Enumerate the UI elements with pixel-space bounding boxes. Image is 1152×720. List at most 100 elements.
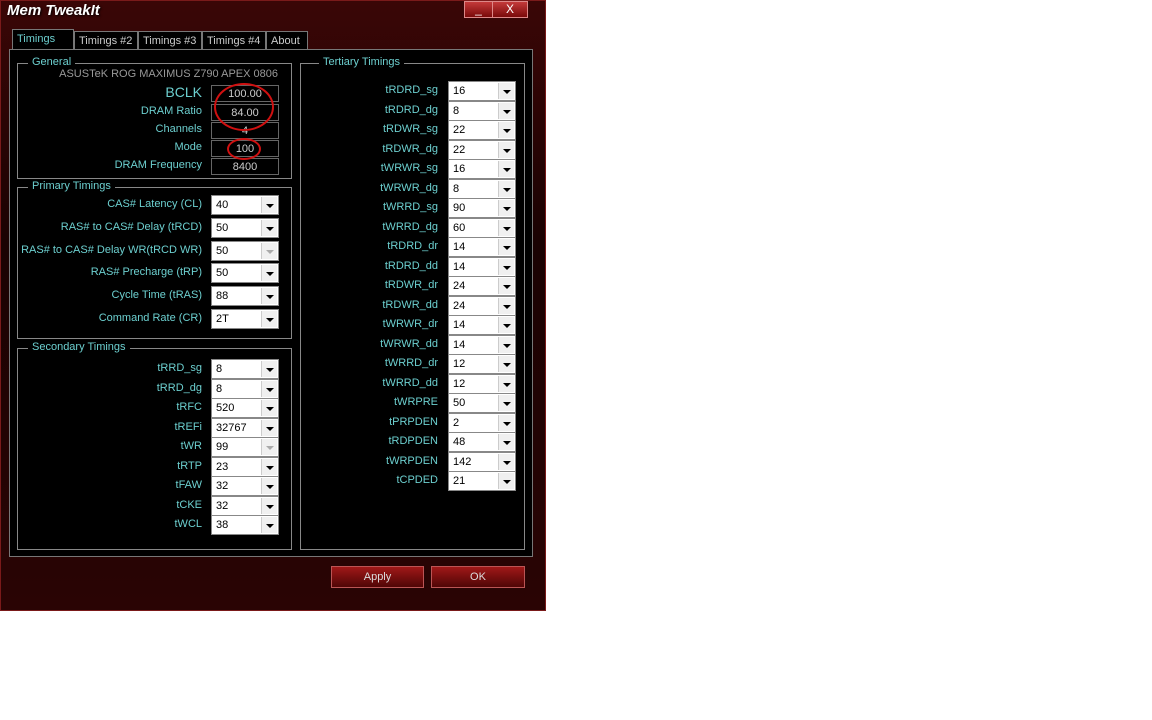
- tertiary-label: tPRPDEN: [389, 416, 438, 428]
- secondary-dropdown[interactable]: 32: [211, 476, 279, 496]
- dropdown-value: 50: [453, 397, 466, 409]
- tab-timings-2[interactable]: Timings #2: [74, 31, 138, 50]
- tertiary-dropdown[interactable]: 48: [448, 432, 516, 452]
- secondary-title: Secondary Timings: [28, 341, 130, 353]
- tertiary-dropdown[interactable]: 21: [448, 471, 516, 491]
- primary-dropdown[interactable]: 2T: [211, 309, 279, 329]
- tertiary-dropdown[interactable]: 12: [448, 354, 516, 374]
- chevron-down-icon[interactable]: [261, 478, 277, 494]
- secondary-dropdown[interactable]: 8: [211, 379, 279, 399]
- primary-dropdown[interactable]: 40: [211, 195, 279, 215]
- secondary-dropdown[interactable]: 32: [211, 496, 279, 516]
- tertiary-dropdown[interactable]: 24: [448, 296, 516, 316]
- tertiary-dropdown[interactable]: 24: [448, 276, 516, 296]
- chevron-down-icon[interactable]: [498, 239, 514, 255]
- dropdown-value: 14: [453, 241, 466, 253]
- tab-timings-3[interactable]: Timings #3: [138, 31, 202, 50]
- tab-timings-1[interactable]: Timings #1: [12, 29, 74, 63]
- tab-timings-4[interactable]: Timings #4: [202, 31, 266, 50]
- chevron-down-icon[interactable]: [498, 356, 514, 372]
- chevron-down-icon[interactable]: [261, 288, 277, 304]
- annotation-circle: [214, 83, 274, 131]
- chevron-down-icon[interactable]: [498, 395, 514, 411]
- ok-button[interactable]: OK: [431, 566, 525, 588]
- chevron-down-icon[interactable]: [498, 142, 514, 158]
- chevron-down-icon[interactable]: [498, 103, 514, 119]
- primary-dropdown[interactable]: 50: [211, 218, 279, 238]
- dropdown-value: 90: [453, 202, 466, 214]
- tertiary-title: Tertiary Timings: [319, 56, 405, 68]
- chevron-down-icon[interactable]: [261, 361, 277, 377]
- chevron-down-icon[interactable]: [498, 259, 514, 275]
- tertiary-dropdown[interactable]: 16: [448, 159, 516, 179]
- tertiary-dropdown[interactable]: 22: [448, 120, 516, 140]
- minimize-button[interactable]: _: [464, 1, 493, 18]
- tertiary-dropdown[interactable]: 16: [448, 81, 516, 101]
- chevron-down-icon[interactable]: [498, 220, 514, 236]
- primary-dropdown[interactable]: 88: [211, 286, 279, 306]
- primary-dropdown[interactable]: 50: [211, 241, 279, 261]
- tertiary-dropdown[interactable]: 50: [448, 393, 516, 413]
- tertiary-dropdown[interactable]: 142: [448, 452, 516, 472]
- tertiary-label: tRDPDEN: [388, 435, 438, 447]
- tertiary-dropdown[interactable]: 14: [448, 315, 516, 335]
- tertiary-dropdown[interactable]: 90: [448, 198, 516, 218]
- chevron-down-icon[interactable]: [498, 278, 514, 294]
- chevron-down-icon[interactable]: [498, 317, 514, 333]
- board-name: ASUSTeK ROG MAXIMUS Z790 APEX 0806: [59, 68, 278, 80]
- tertiary-dropdown[interactable]: 22: [448, 140, 516, 160]
- primary-label: RAS# to CAS# Delay (tRCD): [60, 221, 202, 233]
- chevron-down-icon[interactable]: [261, 311, 277, 327]
- general-group: General: [17, 56, 292, 179]
- tertiary-dropdown[interactable]: 14: [448, 257, 516, 277]
- dropdown-value: 48: [453, 436, 466, 448]
- primary-dropdown[interactable]: 50: [211, 263, 279, 283]
- secondary-dropdown[interactable]: 8: [211, 359, 279, 379]
- tertiary-dropdown[interactable]: 8: [448, 101, 516, 121]
- chevron-down-icon[interactable]: [261, 420, 277, 436]
- tertiary-dropdown[interactable]: 8: [448, 179, 516, 199]
- chevron-down-icon[interactable]: [498, 200, 514, 216]
- chevron-down-icon[interactable]: [261, 381, 277, 397]
- tertiary-dropdown[interactable]: 14: [448, 237, 516, 257]
- close-button[interactable]: X: [492, 1, 528, 18]
- dropdown-value: 22: [453, 124, 466, 136]
- chevron-down-icon[interactable]: [261, 517, 277, 533]
- chevron-down-icon[interactable]: [498, 298, 514, 314]
- tertiary-dropdown[interactable]: 12: [448, 374, 516, 394]
- chevron-down-icon[interactable]: [498, 161, 514, 177]
- chevron-down-icon[interactable]: [261, 459, 277, 475]
- secondary-dropdown[interactable]: 520: [211, 398, 279, 418]
- dropdown-value: 60: [453, 222, 466, 234]
- dropdown-value: 38: [216, 519, 229, 531]
- secondary-dropdown[interactable]: 38: [211, 515, 279, 535]
- chevron-down-icon[interactable]: [261, 265, 277, 281]
- chevron-down-icon[interactable]: [498, 415, 514, 431]
- general-label: BCLK: [165, 84, 202, 100]
- chevron-down-icon[interactable]: [261, 243, 277, 259]
- dropdown-value: 23: [216, 461, 229, 473]
- apply-button[interactable]: Apply: [331, 566, 424, 588]
- chevron-down-icon[interactable]: [498, 122, 514, 138]
- tertiary-dropdown[interactable]: 14: [448, 335, 516, 355]
- general-title: General: [28, 56, 76, 68]
- secondary-dropdown[interactable]: 23: [211, 457, 279, 477]
- tertiary-dropdown[interactable]: 2: [448, 413, 516, 433]
- chevron-down-icon[interactable]: [261, 400, 277, 416]
- tertiary-dropdown[interactable]: 60: [448, 218, 516, 238]
- chevron-down-icon[interactable]: [498, 454, 514, 470]
- secondary-label: tCKE: [176, 499, 202, 511]
- tab-about[interactable]: About: [266, 31, 308, 50]
- chevron-down-icon[interactable]: [498, 434, 514, 450]
- chevron-down-icon[interactable]: [498, 181, 514, 197]
- chevron-down-icon[interactable]: [261, 197, 277, 213]
- secondary-dropdown[interactable]: 99: [211, 437, 279, 457]
- chevron-down-icon[interactable]: [261, 498, 277, 514]
- chevron-down-icon[interactable]: [498, 83, 514, 99]
- chevron-down-icon[interactable]: [261, 439, 277, 455]
- secondary-dropdown[interactable]: 32767: [211, 418, 279, 438]
- chevron-down-icon[interactable]: [498, 337, 514, 353]
- chevron-down-icon[interactable]: [498, 376, 514, 392]
- chevron-down-icon[interactable]: [261, 220, 277, 236]
- chevron-down-icon[interactable]: [498, 473, 514, 489]
